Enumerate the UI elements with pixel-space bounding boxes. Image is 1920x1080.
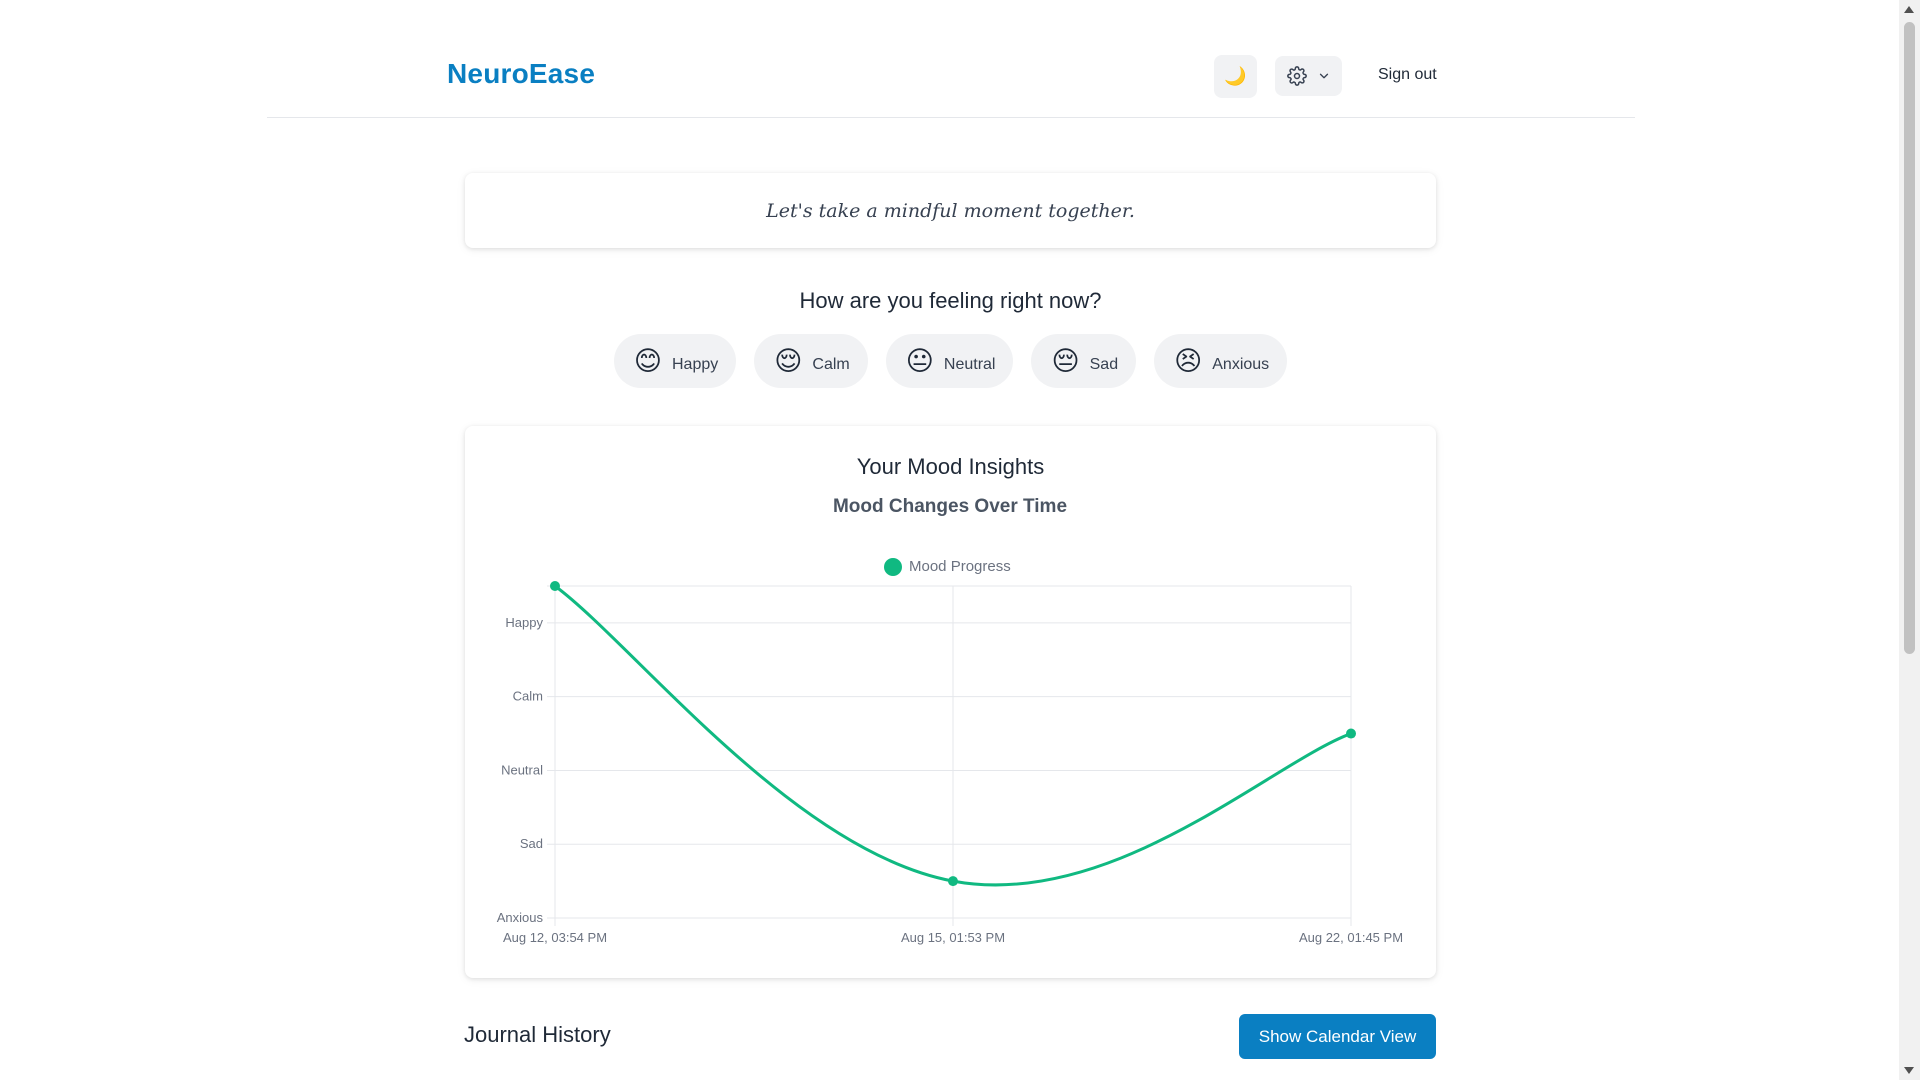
settings-dropdown-button[interactable]	[1275, 56, 1342, 96]
chevron-down-icon	[1319, 73, 1328, 79]
scroll-up-arrow-icon[interactable]	[1904, 6, 1914, 13]
chart-title: Mood Changes Over Time	[833, 496, 1067, 517]
mood-insights-heading: Your Mood Insights	[856, 454, 1045, 479]
mood-option-calm[interactable]: 😌 Calm	[754, 334, 868, 388]
mood-option-neutral[interactable]: 😐 Neutral	[885, 334, 1014, 388]
mood-option-sad[interactable]: 😔 Sad	[1031, 334, 1137, 388]
legend-label: Mood Progress	[909, 558, 1011, 575]
mood-option-label: Calm	[812, 356, 850, 373]
journal-history-heading: Journal History	[464, 1022, 611, 1047]
moon-icon: 🌙	[1224, 66, 1247, 86]
mood-option-label: Neutral	[943, 356, 996, 373]
sad-face-icon: 😔	[1051, 345, 1080, 376]
neutral-face-icon: 😐	[905, 345, 934, 376]
show-calendar-view-button[interactable]: Show Calendar View	[1239, 1014, 1436, 1059]
mood-option-label: Anxious	[1212, 356, 1270, 373]
mood-option-anxious[interactable]: 😣 Anxious	[1154, 334, 1288, 388]
x-tick-label: Aug 22, 01:45 PM	[1299, 930, 1403, 945]
x-tick-label: Aug 15, 01:53 PM	[901, 930, 1005, 945]
page-scrollbar[interactable]	[1899, 0, 1920, 1080]
mood-option-label: Happy	[671, 356, 719, 373]
top-navbar: NeuroEase 🌙 Sign out	[267, 0, 1635, 118]
app-logo[interactable]: NeuroEase	[447, 58, 596, 89]
y-tick-label: Neutral	[501, 762, 543, 777]
scrollbar-thumb[interactable]	[1904, 22, 1915, 654]
happy-face-icon: 😊	[633, 345, 662, 376]
mindful-quote-text: Let's take a mindful moment together.	[766, 199, 1135, 222]
mood-question-heading: How are you feeling right now?	[799, 288, 1102, 313]
y-tick-label: Sad	[520, 836, 543, 851]
mindful-quote-card: Let's take a mindful moment together.	[465, 173, 1436, 248]
mood-option-happy[interactable]: 😊 Happy	[613, 334, 737, 388]
y-tick-label: Anxious	[497, 910, 544, 925]
data-point	[948, 876, 958, 887]
mood-insights-card: Your Mood Insights Mood Changes Over Tim…	[465, 426, 1436, 978]
mood-option-label: Sad	[1089, 356, 1119, 373]
sign-out-link[interactable]: Sign out	[1378, 66, 1437, 83]
y-tick-label: Happy	[505, 615, 543, 630]
anxious-face-icon: 😣	[1174, 345, 1203, 376]
data-point	[550, 581, 560, 591]
x-tick-label: Aug 12, 03:54 PM	[503, 930, 607, 945]
data-point	[1346, 728, 1356, 739]
dark-mode-toggle-button[interactable]: 🌙	[1214, 55, 1257, 98]
calm-face-icon: 😌	[774, 345, 803, 376]
mood-options: 😊 Happy 😌 Calm 😐 Neutral 😔 Sad 😣 Anxious	[465, 334, 1436, 388]
scroll-down-arrow-icon[interactable]	[1904, 1067, 1914, 1074]
gear-icon	[1286, 66, 1307, 86]
legend-marker	[884, 558, 902, 576]
y-tick-label: Calm	[513, 689, 543, 704]
mood-line-chart: Mood Changes Over Time Mood Progress Anxio…	[497, 496, 1403, 945]
